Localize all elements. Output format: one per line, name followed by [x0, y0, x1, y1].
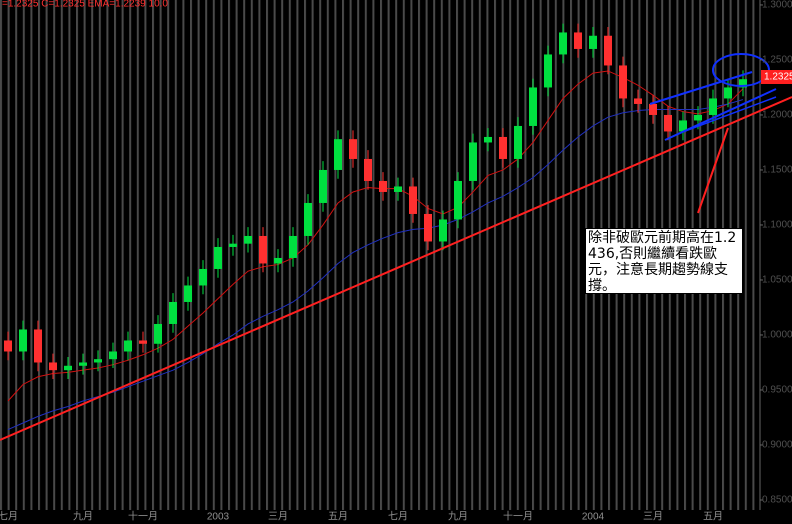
candle-body	[529, 87, 537, 126]
candle-body	[214, 246, 222, 269]
candle-body	[664, 114, 672, 132]
candle-body	[304, 202, 312, 236]
x-tick-label: 五月	[703, 511, 723, 523]
candle-body	[634, 98, 642, 104]
ema-line	[7, 99, 744, 431]
candle-body	[49, 362, 57, 371]
x-tick-label: 十一月	[128, 510, 158, 523]
y-tick-label: 0.9500	[762, 385, 792, 396]
candle-body	[289, 235, 297, 258]
x-tick-label: 九月	[448, 511, 468, 523]
candle-body	[544, 54, 552, 88]
candle-body	[619, 65, 627, 99]
price-tag	[761, 70, 792, 84]
y-tick-label: 1.2500	[762, 55, 792, 66]
candle-body	[589, 35, 597, 49]
candle-body	[124, 340, 132, 352]
candle-body	[394, 186, 402, 192]
candle-body	[199, 268, 207, 286]
candle-body	[79, 362, 87, 366]
x-tick-label: 九月	[73, 511, 93, 523]
y-tick-label: 1.1500	[762, 165, 792, 176]
candle-body	[259, 235, 267, 264]
candle-body	[334, 139, 342, 170]
channel-line	[649, 71, 753, 105]
x-tick-label: 七月	[0, 511, 18, 523]
candle-body	[649, 103, 657, 115]
candle-body	[469, 142, 477, 181]
candle-body	[499, 136, 507, 159]
x-tick-label: 2003	[207, 512, 230, 523]
candle-body	[724, 87, 732, 99]
y-tick-label: 1.1000	[762, 220, 792, 231]
x-tick-label: 三月	[643, 511, 663, 523]
channel-line	[679, 96, 777, 134]
candle-body	[739, 79, 747, 88]
candle-body	[709, 98, 717, 115]
candle-body	[109, 351, 117, 360]
candle-body	[94, 359, 102, 363]
candle-body	[379, 180, 387, 192]
y-tick-label: 1.0500	[762, 275, 792, 286]
candle-body	[409, 186, 417, 214]
candle-body	[229, 243, 237, 247]
x-tick-label: 三月	[268, 511, 288, 523]
candle-body	[604, 35, 612, 66]
x-tick-label: 十一月	[503, 510, 533, 523]
candle-body	[64, 365, 72, 371]
candle-body	[4, 340, 12, 352]
annotation: 除非破歐元前期高在1.2436,否則繼續看跌歐元，注意長期趨勢線支撐。	[585, 228, 743, 294]
candle-body	[244, 235, 252, 244]
candle-body	[484, 136, 492, 143]
candle-body	[139, 340, 147, 344]
candle-body	[694, 114, 702, 121]
candle-body	[154, 323, 162, 344]
candle-body	[574, 32, 582, 49]
candle-body	[514, 125, 522, 159]
y-tick-label: 0.8500	[762, 495, 792, 506]
x-tick-label: 2004	[582, 512, 605, 523]
candle-body	[439, 219, 447, 242]
candle-body	[274, 257, 282, 264]
y-tick-label: 1.3000	[762, 0, 792, 11]
candle-body	[184, 285, 192, 302]
candle-body	[364, 158, 372, 181]
x-tick-label: 五月	[328, 511, 348, 523]
candle-body	[319, 169, 327, 203]
candle-body	[454, 180, 462, 220]
arrow	[697, 127, 729, 214]
candle-body	[19, 329, 27, 352]
candle-body	[559, 32, 567, 55]
candle-body	[679, 120, 687, 132]
candle-body	[169, 301, 177, 324]
y-tick-label: 1.2000	[762, 110, 792, 121]
candle-body	[424, 213, 432, 242]
x-tick-label: 七月	[388, 511, 408, 523]
candle-body	[349, 139, 357, 159]
price-label: 1.2325	[764, 72, 792, 83]
y-tick-label: 1.0000	[762, 330, 792, 341]
candle-body	[34, 329, 42, 363]
y-tick-label: 0.9000	[762, 440, 792, 451]
header: =1.2325 C=1.2325 EMA=1.2239 10.0	[2, 0, 168, 10]
trend-line	[0, 96, 792, 441]
